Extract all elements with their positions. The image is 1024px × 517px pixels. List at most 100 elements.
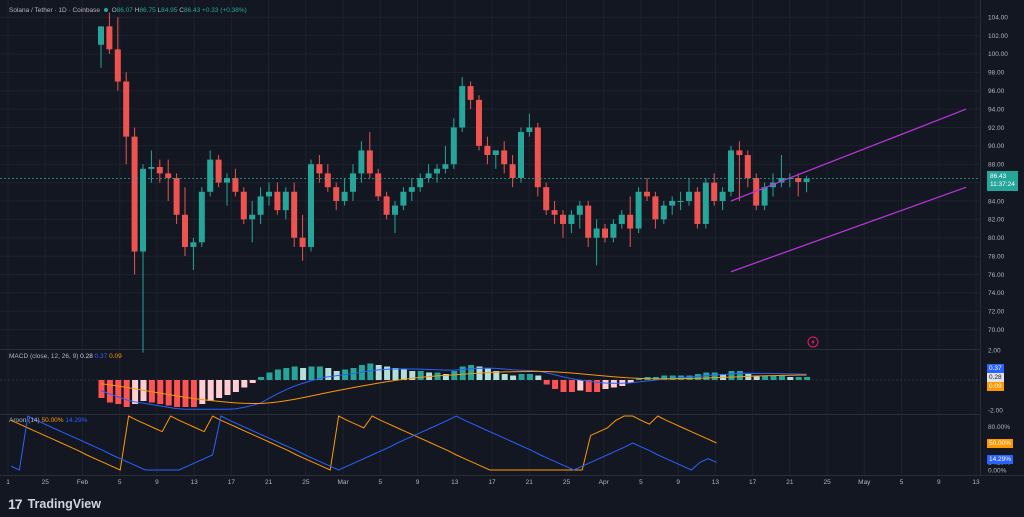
price-tick-label: 70.00 <box>988 327 1005 334</box>
price-tick-label: 74.00 <box>988 290 1005 297</box>
close-value: 86.43 <box>183 7 201 14</box>
candle-body <box>215 159 222 183</box>
time-tick-label: 9 <box>416 479 420 486</box>
macd-hist-badge: 0.09 <box>987 382 1004 391</box>
time-tick-label: 13 <box>451 479 459 486</box>
aroon-pane[interactable] <box>10 415 717 471</box>
channel-lower-line <box>730 186 967 273</box>
candle-body <box>366 150 373 174</box>
macd-histogram-bar <box>468 365 475 380</box>
macd-histogram-bar <box>795 377 802 380</box>
candle-body <box>627 214 634 229</box>
tradingview-logo[interactable]: 17 TradingView <box>8 496 101 512</box>
macd-histogram-bar <box>703 372 710 380</box>
candle-body <box>341 191 348 201</box>
symbol-legend[interactable]: Solana / Tether · 1D · Coinbase O86.07 H… <box>9 7 247 14</box>
macd-histogram-bar <box>711 372 718 380</box>
candle-body <box>98 26 104 45</box>
time-tick-label: Feb <box>77 479 89 486</box>
candle-body <box>761 187 768 206</box>
grid-layer <box>0 0 1024 476</box>
candle-body <box>165 173 172 178</box>
price-tick-label: 78.00 <box>988 253 1005 260</box>
candle-body <box>140 168 146 252</box>
axis-layer: 70.00 72.00 74.00 76.00 78.00 80.00 82.00 84.00… <box>6 14 1010 486</box>
candle-body <box>131 136 138 252</box>
candle-body <box>274 191 281 211</box>
macd-histogram-bar <box>106 380 113 403</box>
candle-body <box>543 187 550 211</box>
macd-histogram-bar <box>316 366 323 380</box>
macd-histogram-bar <box>535 375 542 380</box>
macd-histogram-bar <box>526 374 533 380</box>
candle-body <box>719 191 726 201</box>
candle-body <box>551 210 558 215</box>
time-tick-label: 25 <box>563 479 571 486</box>
macd-histogram-bar <box>728 371 735 380</box>
time-tick-label: 25 <box>823 479 831 486</box>
macd-histogram-bar <box>745 374 752 380</box>
candle-body <box>467 86 474 100</box>
candle-body <box>593 228 600 238</box>
macd-signal-value: 0.37 <box>94 353 108 360</box>
aroon-label[interactable]: Aroon (14) <box>9 417 40 424</box>
macd-histogram-bar <box>661 375 668 380</box>
macd-histogram-bar <box>510 375 517 380</box>
candle-body <box>501 150 508 165</box>
macd-histogram-bar <box>199 380 206 404</box>
macd-histogram-bar <box>602 380 609 389</box>
candle-body <box>450 127 457 165</box>
price-tick-label: 84.00 <box>988 198 1005 205</box>
candle-body <box>198 191 205 243</box>
aroon-up-line <box>10 415 717 471</box>
price-tick-label: 72.00 <box>988 309 1005 316</box>
candle-body <box>333 187 340 201</box>
macd-histogram-bar <box>325 368 332 380</box>
macd-histogram-bar <box>375 365 382 380</box>
high-value: 86.75 <box>139 7 156 14</box>
candle-body <box>123 81 130 137</box>
candle-body <box>291 191 298 238</box>
time-tick-label: 17 <box>228 479 236 486</box>
macd-pane[interactable] <box>0 363 980 410</box>
candle-body <box>148 166 155 169</box>
macd-histogram-bar <box>300 368 307 380</box>
macd-histogram-bar <box>123 380 130 407</box>
candle-body <box>299 237 306 247</box>
macd-histogram-bar <box>417 371 424 380</box>
macd-histogram-bar <box>249 380 256 383</box>
candle-body <box>442 164 449 169</box>
macd-histogram-bar <box>442 374 449 380</box>
candle-body <box>266 191 272 197</box>
macd-histogram-bar <box>367 363 374 380</box>
time-tick-label: 21 <box>786 479 794 486</box>
macd-histogram-bar <box>552 380 559 389</box>
macd-legend[interactable]: MACD (close, 12, 26, 9) 0.28 0.37 0.09 <box>9 353 122 360</box>
current-price: 86.43 <box>990 173 1007 180</box>
aroon-down-badge: 14.29% <box>987 455 1014 464</box>
candle-body <box>308 164 314 247</box>
macd-line <box>100 367 807 410</box>
candle-body <box>106 26 113 50</box>
macd-histogram-bar <box>291 366 298 380</box>
macd-tick-label: 2.00 <box>988 347 1001 354</box>
candle-body <box>484 145 491 156</box>
tradingview-logo-icon: 17 <box>8 496 23 512</box>
symbol-title[interactable]: Solana / Tether · 1D · Coinbase <box>9 7 100 14</box>
aroon-legend[interactable]: Aroon (14) 50.00% 14.29% <box>9 417 87 424</box>
candle-body <box>534 127 541 188</box>
macd-histogram-bar <box>585 380 592 392</box>
price-pane[interactable] <box>0 12 980 353</box>
time-tick-label: 25 <box>42 479 50 486</box>
candle-body <box>644 191 650 197</box>
macd-histogram-bar <box>778 375 785 380</box>
macd-label[interactable]: MACD (close, 12, 26, 9) <box>9 353 79 360</box>
candle-body <box>518 132 524 178</box>
aroon-down-value: 14.29% <box>65 417 88 424</box>
candle-body <box>576 205 583 215</box>
candle-body <box>744 155 751 178</box>
time-tick-label: 21 <box>526 479 534 486</box>
candle-body <box>400 191 407 206</box>
macd-histogram-bar <box>384 366 391 380</box>
